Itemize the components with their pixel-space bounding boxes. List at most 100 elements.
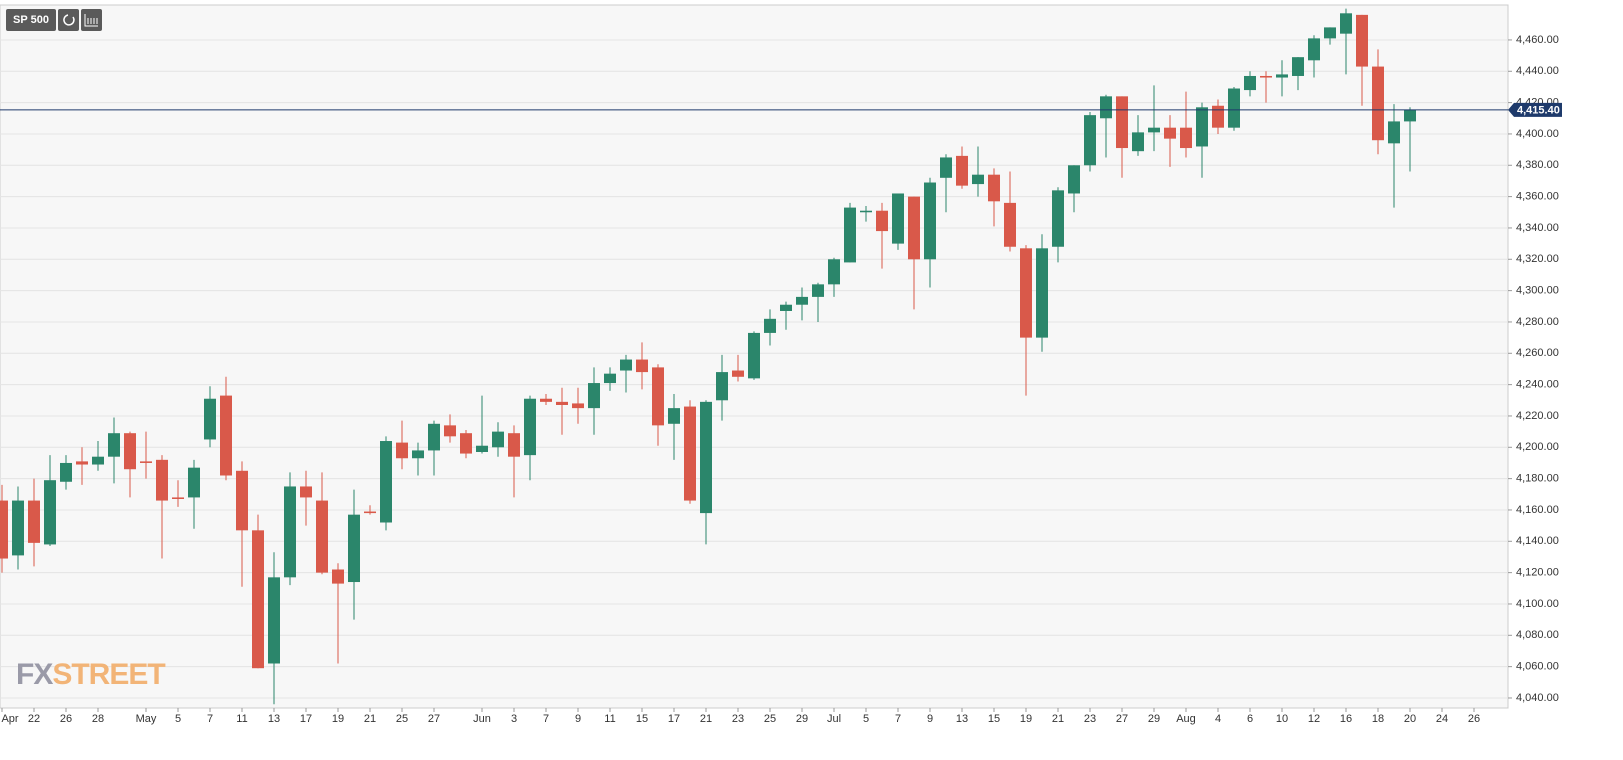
x-tick-label: Aug [1176,713,1196,725]
x-tick-label: 15 [988,713,1000,725]
candle-body [364,511,376,514]
symbol: SP 500 [13,14,49,26]
x-tick-label: 5 [175,713,181,725]
candle-body [716,372,728,401]
candle-body [636,359,648,373]
y-tick-label: 4,040.00 [1516,692,1559,704]
candle-body [764,318,776,333]
y-tick-label: 4,340.00 [1516,222,1559,234]
y-tick-label: 4,140.00 [1516,535,1559,547]
y-tick-label: 4,360.00 [1516,191,1559,203]
candle-body [1148,127,1160,133]
candle-body [860,210,872,213]
candle-body [1116,96,1128,149]
candle-body [252,530,264,669]
candle-body [124,433,136,470]
y-tick-label: 4,280.00 [1516,316,1559,328]
candle-body [492,431,504,448]
x-tick-label: 22 [28,713,40,725]
candle-body [972,174,984,185]
y-tick-label: 4,120.00 [1516,567,1559,579]
candle-body [556,401,568,405]
y-tick-label: 4,440.00 [1516,65,1559,77]
y-tick-label: 4,400.00 [1516,128,1559,140]
candle-body [412,450,424,459]
x-tick-label: 25 [764,713,776,725]
candle-body [1388,121,1400,144]
candle-body [1260,75,1272,78]
candle-body [652,367,664,426]
candle-body [1164,127,1176,139]
candle-body [1084,115,1096,166]
candle-body [12,500,24,556]
y-tick-label: 4,300.00 [1516,285,1559,297]
candle-body [268,577,280,664]
candle-body [444,425,456,437]
x-tick-label: 11 [604,713,615,725]
x-tick-label: 21 [364,713,376,725]
x-tick-label: Jun [473,713,491,725]
candle-body [348,514,360,583]
x-tick-label: 23 [1084,713,1096,725]
candle-body [812,284,824,297]
y-tick-label: 4,460.00 [1516,34,1559,46]
y-tick-label: 4,160.00 [1516,504,1559,516]
candle-body [220,395,232,476]
watermark: FX [16,658,53,691]
candle-body [1372,66,1384,141]
candle-body [956,155,968,186]
candle-body [380,441,392,523]
candle-body [1100,96,1112,119]
candle-body [1004,202,1016,247]
x-tick-label: Apr [1,713,18,725]
candle-body [284,486,296,578]
candle-body [828,259,840,285]
x-tick-label: 25 [396,713,408,725]
candle-body [476,445,488,452]
y-tick-label: 4,100.00 [1516,598,1559,610]
x-tick-label: 7 [207,713,213,725]
candle-body [1308,38,1320,61]
refresh-button[interactable] [58,9,79,31]
x-tick-label: 3 [511,713,517,725]
candle-body [1356,14,1368,67]
x-tick-label: 19 [1020,713,1032,725]
x-tick-label: 13 [956,713,968,725]
x-tick-label: 13 [268,713,280,725]
x-tick-label: 10 [1276,713,1288,725]
x-tick-label: 27 [428,713,440,725]
candle-body [1212,105,1224,128]
y-tick-label: 4,320.00 [1516,253,1559,265]
candle-body [1324,27,1336,39]
candle-body [1180,127,1192,149]
x-tick-label: 23 [732,713,744,725]
candle-body [332,569,344,584]
candle-body [428,423,440,451]
x-tick-label: 18 [1372,713,1384,725]
candle-body [172,497,184,499]
candle-body [300,486,312,498]
candle-body [908,196,920,260]
candle-body [44,480,56,545]
candle-body [108,433,120,457]
candle-body [396,442,408,459]
candle-body [924,182,936,260]
y-tick-label: 4,380.00 [1516,159,1559,171]
candle-body [1228,88,1240,128]
candle-body [316,500,328,573]
x-tick-label: 26 [60,713,72,725]
x-tick-label: 24 [1436,713,1448,725]
candle-body [1068,165,1080,194]
x-tick-label: 12 [1308,713,1320,725]
x-tick-label: May [136,713,157,725]
candle-body [1020,248,1032,338]
x-tick-label: 15 [636,713,648,725]
candle-body [140,461,152,463]
candle-body [92,456,104,465]
x-tick-label: 29 [1148,713,1160,725]
candle-body [1196,107,1208,147]
y-tick-label: 4,260.00 [1516,347,1559,359]
candle-body [796,296,808,305]
x-tick-label: 9 [927,713,933,725]
